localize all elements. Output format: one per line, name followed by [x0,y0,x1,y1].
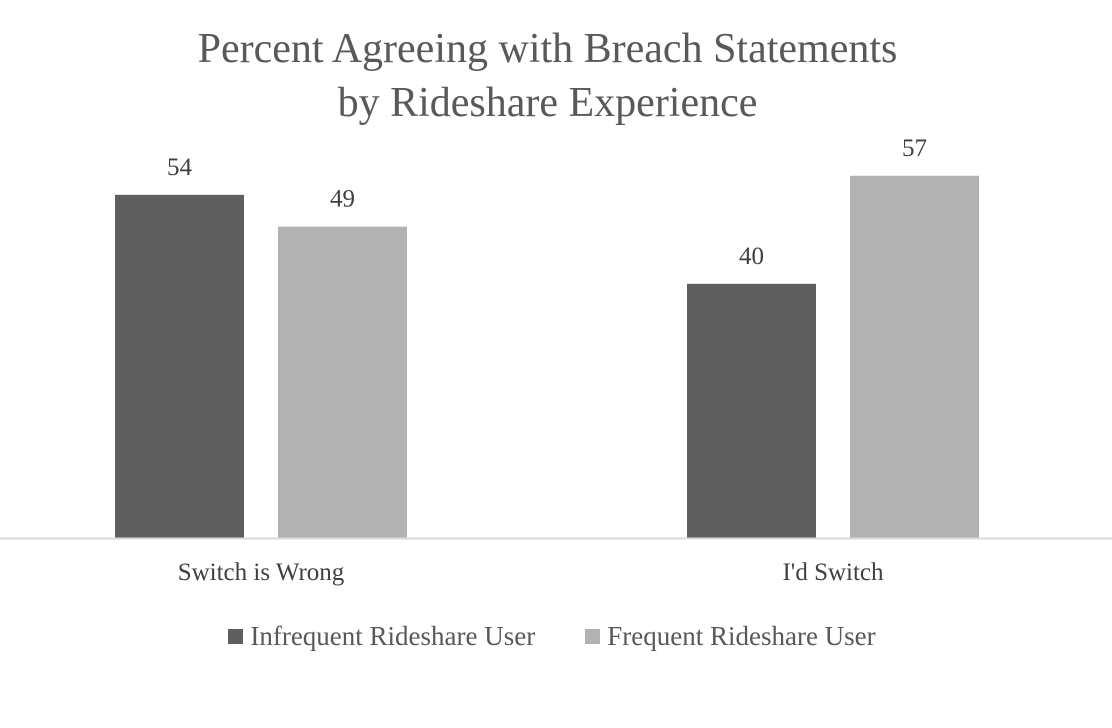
bar-0-0 [115,194,244,538]
data-label-1-1: 57 [902,135,927,162]
category-label-0: Switch is Wrong [178,559,345,586]
legend-swatch-infrequent [228,628,244,644]
bar-0-1 [278,226,407,538]
data-label-1-0: 40 [739,243,764,270]
legend: Infrequent Rideshare User Frequent Rides… [0,620,1112,652]
data-label-0-0: 54 [167,154,193,181]
bar-1-1 [850,175,979,538]
category-label-1: I'd Switch [782,559,884,586]
chart-title: Percent Agreeing with Breach Statements … [0,22,1095,130]
legend-item-frequent: Frequent Rideshare User [585,620,876,652]
legend-label-frequent: Frequent Rideshare User [607,620,876,651]
legend-label-infrequent: Infrequent Rideshare User [250,620,536,651]
legend-item-infrequent: Infrequent Rideshare User [228,621,535,652]
chart-title-line-1: Percent Agreeing with Breach Statements [197,26,898,72]
chart-title-line-2: by Rideshare Experience [337,80,758,126]
legend-swatch-frequent [585,628,601,644]
data-label-0-1: 49 [330,186,355,213]
bar-1-0 [687,283,816,538]
